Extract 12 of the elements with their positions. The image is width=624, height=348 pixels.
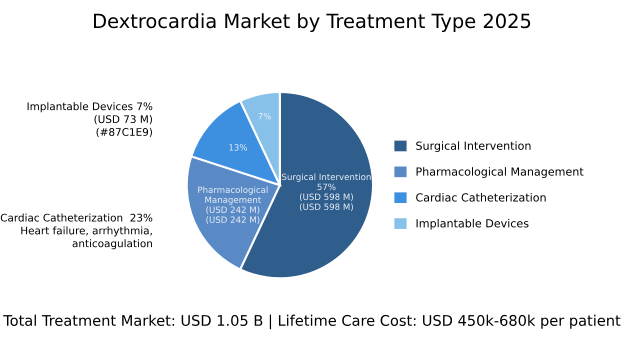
data-label: Pharmacological Management (USD 242 M) (USD 242 M)	[198, 186, 268, 224]
data-label: 13%	[229, 144, 248, 151]
legend-label: Surgical Intervention	[416, 141, 530, 152]
legend-label: Implantable Devices	[416, 218, 528, 230]
text: Total Treatment Market: USD 1.05 B | Lifetime Care Cost: USD 450k-680k per patient	[3, 314, 620, 330]
legend-label: Pharmacological Management	[416, 167, 584, 178]
chart-title: Dextrocardia Market by Treatment Type 2025	[94, 13, 530, 32]
data-label: 7%	[258, 112, 271, 120]
data-label: Surgical Intervention 57% (USD 598 M) (USD 598 M)	[282, 173, 371, 212]
text: Implantable Devices 7% (USD 73 M) (#87C1E9)	[28, 102, 152, 138]
text: Cardiac Catheterization 23% Heart failure, arrhythmia, anticoagulation	[0, 214, 152, 250]
legend-label: Cardiac Catheterization	[416, 193, 546, 202]
